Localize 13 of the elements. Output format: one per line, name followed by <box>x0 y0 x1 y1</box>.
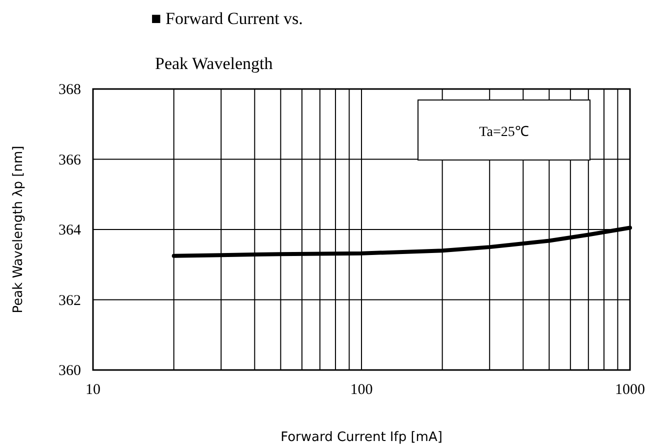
x-tick-label: 100 <box>350 382 373 398</box>
y-tick-label: 368 <box>58 82 81 98</box>
y-tick-label: 362 <box>58 292 81 309</box>
chart-subtitle: Peak Wavelength <box>155 54 274 73</box>
x-tick-label: 1000 <box>615 382 645 398</box>
chart-title: ■ Forward Current vs. <box>151 9 303 28</box>
y-tick-label: 364 <box>58 222 82 238</box>
y-tick-label: 360 <box>58 363 81 379</box>
y-tick-label: 366 <box>58 152 82 168</box>
y-axis-title: Peak Wavelength λp [nm] <box>11 146 26 314</box>
x-axis-title: Forward Current Ifp [mA] <box>280 430 442 445</box>
x-tick-label: 10 <box>86 382 100 398</box>
annotation: Ta=25℃ <box>479 125 529 140</box>
